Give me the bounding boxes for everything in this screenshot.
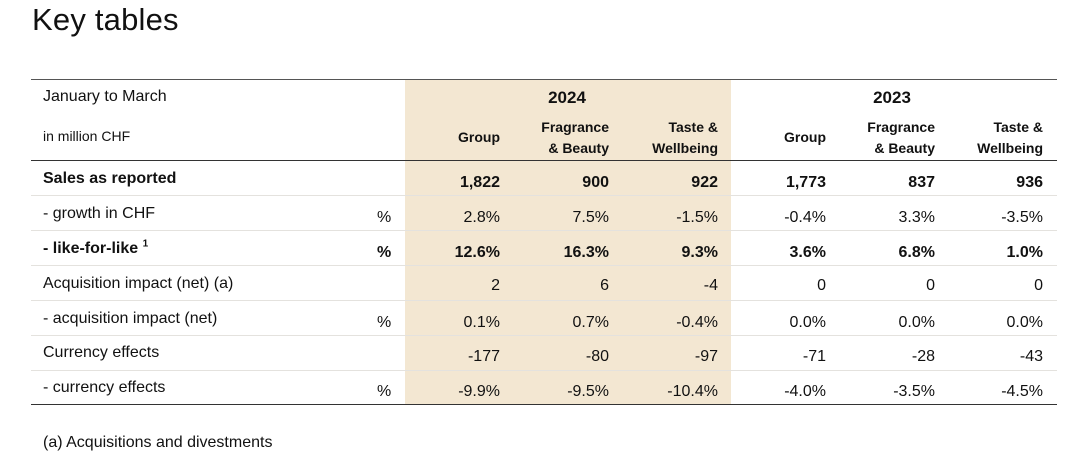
- row-divider: [31, 265, 1057, 266]
- col-header-taste-2023: Taste & Wellbeing: [977, 117, 1043, 159]
- period-label: January to March: [43, 88, 167, 105]
- value-cell: 7.5%: [572, 209, 609, 226]
- table-bottom-rule: [31, 404, 1057, 405]
- unit-label: in million CHF: [43, 128, 131, 144]
- col-header-group-2023: Group: [784, 129, 826, 145]
- value-cell: 3.3%: [898, 209, 935, 226]
- value-cell: -3.5%: [893, 383, 935, 400]
- value-cell: -4.5%: [1001, 383, 1043, 400]
- col-header-fragrance-2024: Fragrance & Beauty: [541, 117, 609, 159]
- row-label-growth: - growth in CHF: [43, 205, 156, 222]
- value-cell: -1.5%: [676, 209, 718, 226]
- value-cell: -177: [467, 348, 500, 365]
- value-cell: 0: [817, 277, 826, 294]
- row-divider: [31, 370, 1057, 371]
- value-cell: 0: [926, 277, 935, 294]
- value-cell: -9.5%: [567, 383, 609, 400]
- value-cell: 2: [491, 277, 500, 294]
- value-cell: 6.8%: [898, 244, 935, 261]
- row-divider: [31, 335, 1057, 336]
- year-2023-header: 2023: [873, 88, 911, 107]
- value-cell: 922: [691, 174, 718, 191]
- value-cell: -9.9%: [458, 383, 500, 400]
- col-header-group-2024: Group: [458, 129, 500, 145]
- col-header-text: Wellbeing: [977, 140, 1043, 156]
- value-cell: 0.1%: [463, 314, 500, 331]
- value-cell: -43: [1019, 348, 1043, 365]
- value-cell: 1,822: [459, 174, 500, 191]
- footnote: (a) Acquisitions and divestments: [43, 434, 273, 451]
- value-cell: 837: [908, 174, 935, 191]
- value-cell: 12.6%: [454, 244, 500, 261]
- value-cell: -3.5%: [1001, 209, 1043, 226]
- value-cell: 0.0%: [789, 314, 826, 331]
- col-header-text: Wellbeing: [652, 140, 718, 156]
- row-label-sales: Sales as reported: [43, 170, 177, 187]
- value-cell: -4: [703, 277, 718, 294]
- row-divider: [31, 195, 1057, 196]
- unit-percent: %: [377, 314, 392, 331]
- value-cell: 0.0%: [898, 314, 935, 331]
- value-cell: 936: [1016, 174, 1043, 191]
- value-cell: -10.4%: [667, 383, 718, 400]
- unit-percent: %: [377, 383, 392, 400]
- footnote-marker: 1: [142, 238, 149, 250]
- value-cell: -28: [911, 348, 935, 365]
- unit-percent: %: [377, 209, 392, 226]
- value-cell: -0.4%: [784, 209, 826, 226]
- value-cell: -0.4%: [676, 314, 718, 331]
- value-cell: 1,773: [785, 174, 826, 191]
- col-header-taste-2024: Taste & Wellbeing: [652, 117, 718, 159]
- value-cell: 16.3%: [563, 244, 609, 261]
- row-label-acquisition: Acquisition impact (net) (a): [43, 275, 234, 292]
- col-header-text: Taste &: [668, 119, 718, 135]
- col-header-text: & Beauty: [874, 140, 935, 156]
- row-label-acquisition-pct: - acquisition impact (net): [43, 310, 218, 327]
- value-cell: -97: [694, 348, 718, 365]
- col-header-text: Fragrance: [541, 119, 609, 135]
- value-cell: 6: [600, 277, 609, 294]
- value-cell: 0: [1034, 277, 1043, 294]
- value-cell: 2.8%: [463, 209, 500, 226]
- row-label-currency: Currency effects: [43, 344, 160, 361]
- col-header-text: & Beauty: [548, 140, 609, 156]
- row-label-currency-pct: - currency effects: [43, 379, 166, 396]
- row-label-text: - like-for-like: [43, 240, 139, 257]
- table-top-rule: [31, 79, 1057, 80]
- row-divider: [31, 230, 1057, 231]
- col-header-text: Fragrance: [867, 119, 935, 135]
- year-2024-header: 2024: [548, 88, 586, 107]
- value-cell: 1.0%: [1006, 244, 1043, 261]
- value-cell: 900: [582, 174, 609, 191]
- value-cell: 0.0%: [1006, 314, 1043, 331]
- value-cell: -80: [585, 348, 609, 365]
- value-cell: 3.6%: [789, 244, 826, 261]
- col-header-fragrance-2023: Fragrance & Beauty: [867, 117, 935, 159]
- value-cell: -71: [802, 348, 826, 365]
- col-header-text: Taste &: [993, 119, 1043, 135]
- row-divider: [31, 300, 1057, 301]
- unit-percent: %: [377, 244, 392, 261]
- value-cell: 0.7%: [572, 314, 609, 331]
- page-title: Key tables: [32, 2, 179, 37]
- table-header-rule: [31, 160, 1057, 161]
- value-cell: -4.0%: [784, 383, 826, 400]
- row-label-like-for-like: - like-for-like 1: [43, 239, 148, 259]
- year-2024-highlight: [405, 80, 731, 405]
- value-cell: 9.3%: [681, 244, 718, 261]
